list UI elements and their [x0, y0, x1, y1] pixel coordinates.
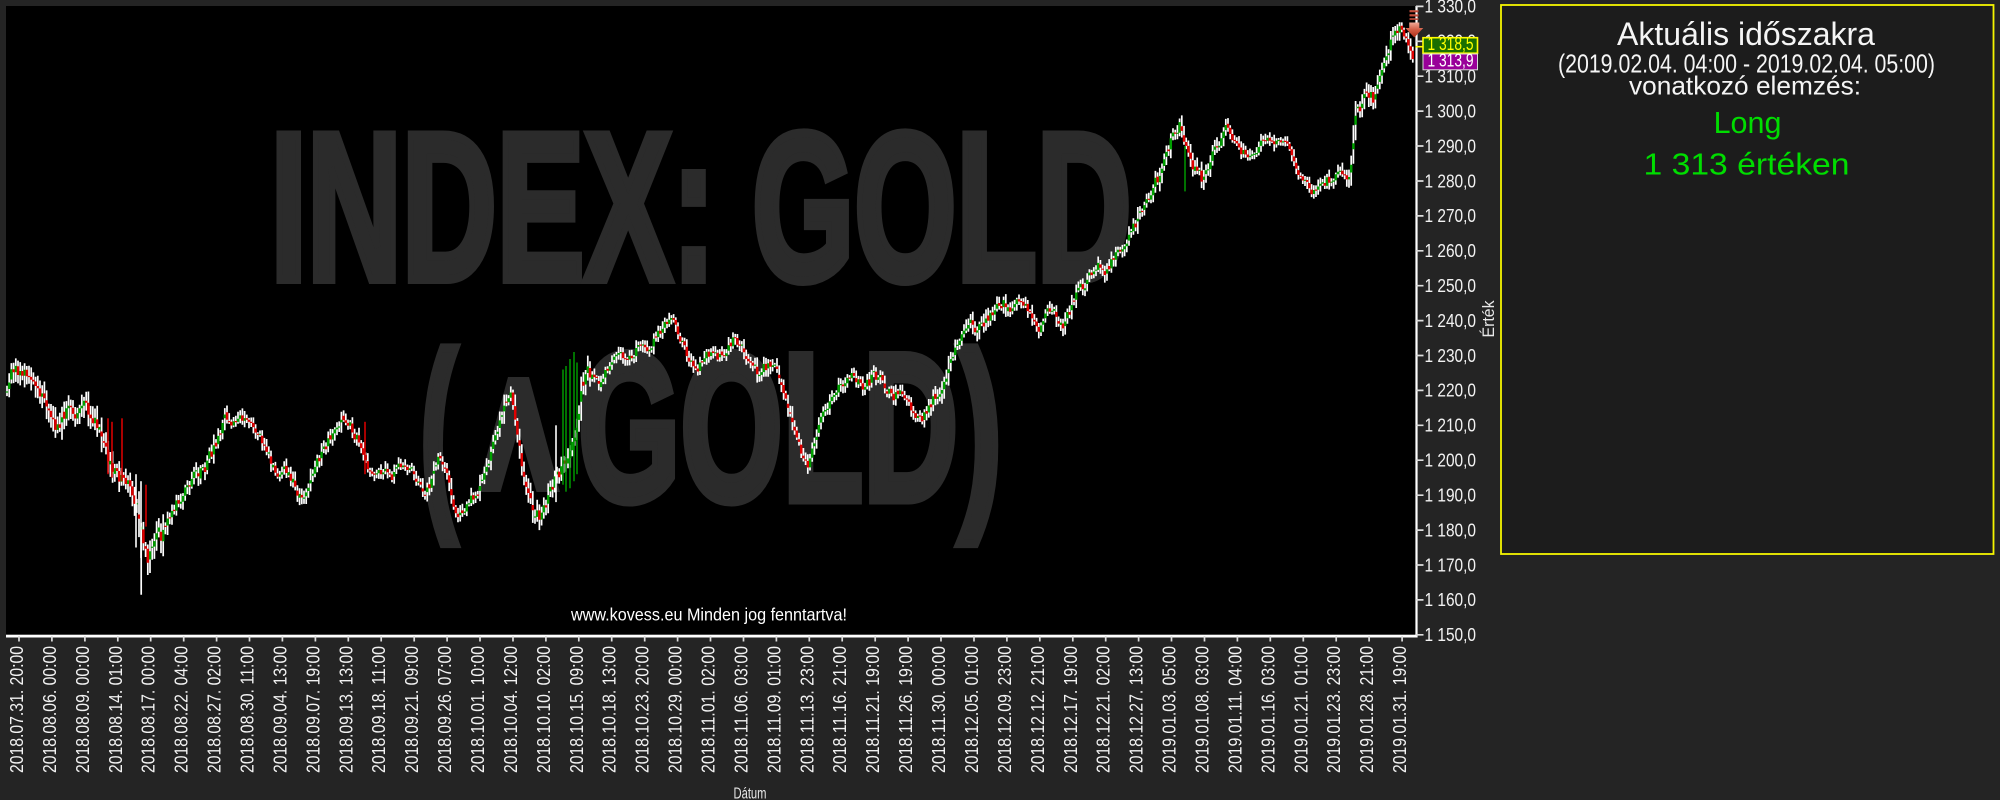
svg-text:2018.11.13. 23:00: 2018.11.13. 23:00: [796, 646, 817, 773]
svg-text:2018.12.09. 23:00: 2018.12.09. 23:00: [994, 646, 1015, 773]
svg-text:2018.08.06. 00:00: 2018.08.06. 00:00: [39, 646, 60, 773]
svg-text:1 160,0: 1 160,0: [1425, 589, 1477, 610]
svg-text:2018.09.26. 07:00: 2018.09.26. 07:00: [434, 646, 455, 773]
svg-text:2019.01.21. 01:00: 2019.01.21. 01:00: [1290, 646, 1311, 773]
svg-text:2019.01.16. 03:00: 2019.01.16. 03:00: [1257, 646, 1278, 773]
svg-text:1 250,0: 1 250,0: [1425, 275, 1477, 296]
svg-text:2018.11.21. 19:00: 2018.11.21. 19:00: [862, 646, 883, 773]
svg-text:2018.09.21. 09:00: 2018.09.21. 09:00: [401, 646, 422, 773]
svg-text:1 170,0: 1 170,0: [1425, 554, 1477, 575]
svg-text:2018.11.01. 02:00: 2018.11.01. 02:00: [698, 646, 719, 773]
svg-text:Érték: Érték: [1479, 300, 1498, 338]
svg-text:1 210,0: 1 210,0: [1425, 415, 1477, 436]
svg-text:2018.12.27. 13:00: 2018.12.27. 13:00: [1126, 646, 1147, 773]
svg-text:2018.12.21. 02:00: 2018.12.21. 02:00: [1093, 646, 1114, 773]
svg-text:2018.10.15. 09:00: 2018.10.15. 09:00: [566, 646, 587, 773]
svg-text:2019.01.23. 23:00: 2019.01.23. 23:00: [1323, 646, 1344, 773]
svg-text:1 150,0: 1 150,0: [1425, 624, 1477, 645]
svg-text:2018.08.14. 01:00: 2018.08.14. 01:00: [105, 646, 126, 773]
svg-text:1 260,0: 1 260,0: [1425, 240, 1477, 261]
svg-text:2018.08.17. 00:00: 2018.08.17. 00:00: [138, 646, 159, 773]
svg-text:2019.01.03. 05:00: 2019.01.03. 05:00: [1159, 646, 1180, 773]
svg-text:2018.12.05. 01:00: 2018.12.05. 01:00: [961, 646, 982, 773]
svg-text:1 290,0: 1 290,0: [1425, 135, 1477, 156]
svg-text:Dátum: Dátum: [734, 786, 767, 800]
svg-text:2018.11.06. 03:00: 2018.11.06. 03:00: [731, 646, 752, 773]
svg-text:Aktuális időszakra: Aktuális időszakra: [1617, 16, 1875, 52]
svg-text:1 270,0: 1 270,0: [1425, 205, 1477, 226]
svg-text:1 330,0: 1 330,0: [1425, 0, 1477, 17]
svg-text:1 313,9: 1 313,9: [1428, 49, 1474, 70]
svg-text:1 300,0: 1 300,0: [1425, 100, 1477, 121]
svg-text:2019.01.31. 19:00: 2019.01.31. 19:00: [1389, 646, 1410, 773]
svg-text:2018.11.30. 00:00: 2018.11.30. 00:00: [928, 646, 949, 773]
svg-text:2018.12.17. 19:00: 2018.12.17. 19:00: [1060, 646, 1081, 773]
svg-text:2018.08.27. 02:00: 2018.08.27. 02:00: [204, 646, 225, 773]
svg-text:2018.11.16. 21:00: 2018.11.16. 21:00: [829, 646, 850, 773]
svg-text:1 310,0: 1 310,0: [1425, 66, 1477, 87]
svg-text:2018.10.23. 20:00: 2018.10.23. 20:00: [632, 646, 653, 773]
svg-text:2018.11.26. 19:00: 2018.11.26. 19:00: [895, 646, 916, 773]
svg-text:1 240,0: 1 240,0: [1425, 310, 1477, 331]
svg-text:2018.10.29. 00:00: 2018.10.29. 00:00: [665, 646, 686, 773]
svg-text:2018.10.04. 12:00: 2018.10.04. 12:00: [500, 646, 521, 773]
svg-text:2018.08.22. 04:00: 2018.08.22. 04:00: [171, 646, 192, 773]
svg-text:2018.10.18. 13:00: 2018.10.18. 13:00: [599, 646, 620, 773]
svg-text:2019.01.28. 21:00: 2019.01.28. 21:00: [1356, 646, 1377, 773]
svg-text:2018.09.18. 11:00: 2018.09.18. 11:00: [368, 646, 389, 773]
svg-text:2018.10.01. 10:00: 2018.10.01. 10:00: [467, 646, 488, 773]
svg-text:vonatkozó elemzés:: vonatkozó elemzés:: [1629, 71, 1861, 101]
svg-text:1 230,0: 1 230,0: [1425, 345, 1477, 366]
svg-text:Long: Long: [1714, 106, 1782, 140]
svg-text:2018.09.04. 13:00: 2018.09.04. 13:00: [269, 646, 290, 773]
svg-text:1 313 értéken: 1 313 értéken: [1644, 148, 1850, 182]
svg-text:2018.08.30. 11:00: 2018.08.30. 11:00: [237, 646, 258, 773]
svg-text:(2019.02.04. 04:00 - 2019.02.0: (2019.02.04. 04:00 - 2019.02.04. 05:00): [1558, 49, 1935, 79]
svg-text:2018.08.09. 00:00: 2018.08.09. 00:00: [72, 646, 93, 773]
svg-text:2018.11.09. 01:00: 2018.11.09. 01:00: [763, 646, 784, 773]
svg-text:2018.07.31. 20:00: 2018.07.31. 20:00: [6, 646, 27, 773]
svg-text:1 280,0: 1 280,0: [1425, 170, 1477, 191]
svg-text:1 200,0: 1 200,0: [1425, 450, 1477, 471]
svg-text:2018.12.12. 21:00: 2018.12.12. 21:00: [1027, 646, 1048, 773]
svg-text:www.kovess.eu Minden jog fennt: www.kovess.eu Minden jog fenntartva!: [570, 605, 847, 625]
svg-text:2018.09.07. 19:00: 2018.09.07. 19:00: [302, 646, 323, 773]
svg-text:1 180,0: 1 180,0: [1425, 519, 1477, 540]
svg-text:2018.09.13. 13:00: 2018.09.13. 13:00: [335, 646, 356, 773]
svg-text:2019.01.11. 04:00: 2019.01.11. 04:00: [1224, 646, 1245, 773]
svg-text:1 318,5: 1 318,5: [1428, 33, 1474, 54]
svg-text:2018.10.10. 02:00: 2018.10.10. 02:00: [533, 646, 554, 773]
svg-text:2019.01.08. 03:00: 2019.01.08. 03:00: [1192, 646, 1213, 773]
svg-text:1 190,0: 1 190,0: [1425, 485, 1477, 506]
svg-text:(: (: [420, 310, 457, 545]
svg-text:1 220,0: 1 220,0: [1425, 380, 1477, 401]
svg-text:INDEX: GOLD: INDEX: GOLD: [271, 90, 1132, 325]
